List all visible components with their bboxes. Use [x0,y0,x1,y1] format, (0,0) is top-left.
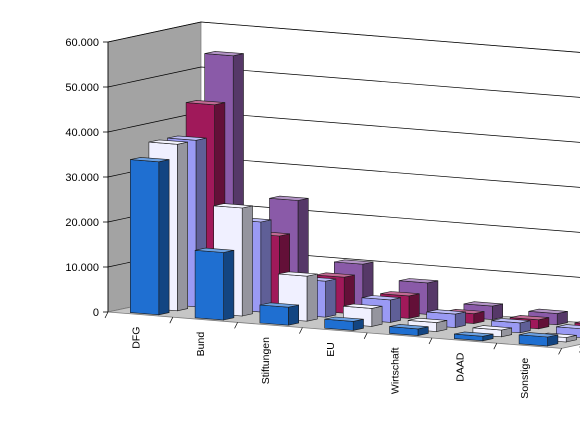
bar-side [306,273,318,322]
bar-side [241,205,253,317]
bar-side [427,280,439,315]
bar-top [528,308,568,314]
bar-top [574,321,580,324]
series-labels: 20092010201120122013 [579,343,580,355]
bar-top [426,309,466,315]
bar [259,302,300,326]
bar-front [259,304,289,326]
bar-top [343,303,383,309]
x-tick-mark [493,343,498,350]
bars [130,51,580,347]
bar-top [408,317,447,323]
bar-top [259,302,299,308]
bar-side [260,219,272,313]
category-label: Stiftungen [260,337,272,384]
bar-top [454,331,494,337]
gridline [107,21,580,53]
bar-top [519,332,558,338]
bar-front [194,249,224,321]
category-label: Sonstige [519,358,531,399]
bar-top [556,324,580,329]
bar-top [472,325,512,331]
bar-top [510,315,549,321]
x-tick-mark [428,337,433,345]
bar-top [315,272,355,278]
bar-side [325,278,337,318]
bar-side [454,311,466,328]
bar-top [130,157,170,163]
bar-side [223,249,235,321]
bar-top [399,278,438,284]
y-tick-label: 0 [93,307,99,319]
bar-top [167,135,207,141]
bar-top [380,291,420,297]
bar [518,332,559,347]
bar-top [195,247,234,253]
category-label: DFG [130,327,142,349]
bar-side [390,297,402,323]
x-tick-mark [104,311,109,319]
x-tick-mark [299,327,303,334]
bar-top [278,271,318,277]
bar-front [130,159,160,316]
bar [130,157,170,316]
gridline [107,66,580,98]
x-tick-mark [234,322,238,329]
x-tick-mark [363,332,368,339]
bar [453,331,494,342]
x-tick-mark [169,317,174,324]
bar-top [186,100,225,106]
bar-top [148,139,188,145]
bar-top [324,316,364,322]
bar-top [491,318,531,324]
category-label: DAAD [454,352,466,382]
x-tick-mark [558,348,562,355]
series-label: 2009 [579,343,580,355]
category-label: EU [325,342,337,357]
bar-side [177,141,188,312]
y-tick-label: 10.000 [65,262,99,274]
bar-top [463,301,503,307]
bar-top [269,195,309,201]
bar-top [389,324,429,330]
bar-top [334,259,374,265]
y-tick-label: 60.000 [65,37,99,49]
bar-side [288,304,300,326]
bar-side [371,305,383,327]
bar [194,247,235,321]
bar-top [361,295,401,301]
bar-side [158,159,170,316]
bar [324,316,364,331]
y-tick-label: 30.000 [65,172,99,184]
y-tick-label: 50.000 [65,82,99,94]
y-tick-label: 40.000 [65,127,99,139]
y-tick-label: 20.000 [65,217,99,229]
category-label: Bund [195,332,207,357]
bar [389,324,429,336]
bar-top [213,203,253,209]
bar-side [408,293,420,319]
category-labels: DFG Bund Stiftungen EU Wirtschaft DAAD Sonstig… [104,311,562,399]
y-axis-ticks: 0 10.000 20.000 30.000 40.000 50.000 60.000 [65,37,109,319]
bar-top [204,51,244,57]
bar-side [492,303,504,320]
category-label: Wirtschaft [390,347,402,394]
